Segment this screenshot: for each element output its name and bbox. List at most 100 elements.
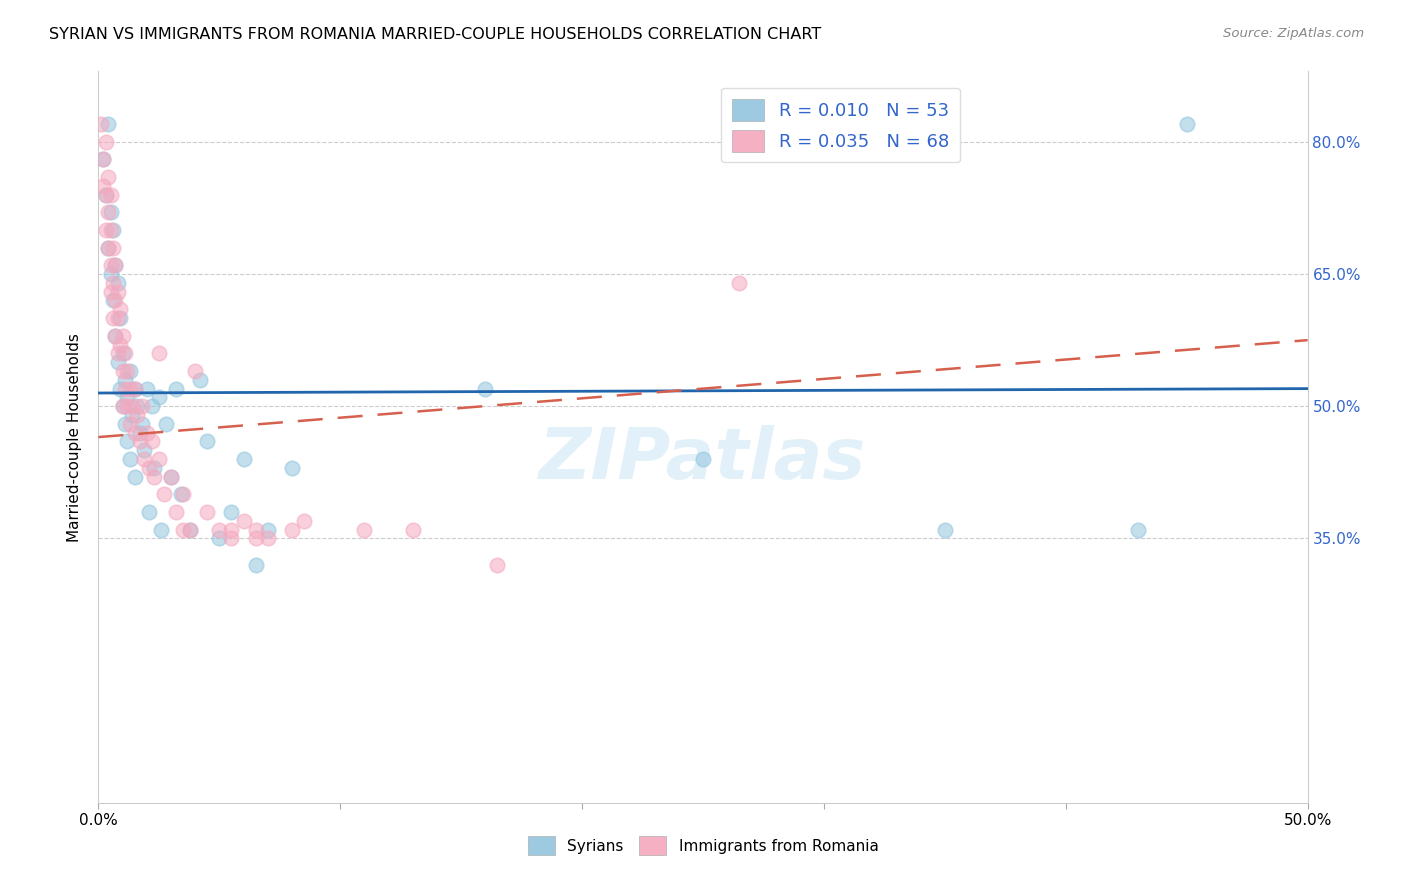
Point	[179, 523, 201, 537]
Point	[728, 276, 751, 290]
Point	[134, 452, 156, 467]
Point	[152, 487, 174, 501]
Point	[118, 382, 141, 396]
Point	[131, 417, 153, 431]
Point	[813, 135, 835, 149]
Point	[101, 293, 124, 308]
Point	[281, 523, 304, 537]
Point	[91, 153, 114, 167]
Point	[94, 187, 117, 202]
Point	[208, 523, 231, 537]
Point	[141, 434, 163, 449]
Point	[256, 532, 278, 546]
Point	[100, 205, 122, 219]
Point	[107, 346, 129, 360]
Point	[117, 434, 139, 449]
Point	[172, 487, 194, 501]
Point	[100, 187, 122, 202]
Point	[107, 285, 129, 299]
Point	[172, 523, 194, 537]
Point	[143, 461, 166, 475]
Legend: Syrians, Immigrants from Romania: Syrians, Immigrants from Romania	[522, 830, 884, 861]
Point	[104, 328, 127, 343]
Point	[128, 434, 150, 449]
Point	[108, 302, 131, 317]
Point	[160, 469, 183, 483]
Point	[148, 452, 170, 467]
Point	[111, 346, 134, 360]
Point	[221, 505, 243, 519]
Point	[128, 425, 150, 440]
Point	[111, 399, 134, 413]
Point	[91, 153, 114, 167]
Point	[124, 382, 146, 396]
Point	[155, 417, 177, 431]
Point	[179, 523, 201, 537]
Text: ZIPatlas: ZIPatlas	[540, 425, 866, 493]
Point	[104, 293, 127, 308]
Point	[245, 532, 267, 546]
Point	[474, 382, 496, 396]
Point	[97, 205, 120, 219]
Point	[114, 346, 136, 360]
Point	[221, 523, 243, 537]
Point	[138, 505, 160, 519]
Point	[97, 241, 120, 255]
Point	[486, 558, 509, 572]
Point	[118, 364, 141, 378]
Point	[195, 434, 218, 449]
Point	[292, 514, 315, 528]
Point	[148, 391, 170, 405]
Point	[107, 355, 129, 369]
Point	[134, 443, 156, 458]
Point	[135, 425, 157, 440]
Point	[100, 223, 122, 237]
Point	[169, 487, 191, 501]
Point	[91, 178, 114, 193]
Point	[195, 505, 218, 519]
Point	[138, 461, 160, 475]
Point	[121, 399, 143, 413]
Point	[118, 417, 141, 431]
Point	[281, 461, 304, 475]
Y-axis label: Married-couple Households: Married-couple Households	[67, 333, 83, 541]
Point	[127, 399, 149, 413]
Point	[114, 373, 136, 387]
Point	[135, 382, 157, 396]
Point	[108, 382, 131, 396]
Point	[124, 425, 146, 440]
Point	[934, 523, 956, 537]
Point	[104, 258, 127, 272]
Point	[100, 267, 122, 281]
Point	[232, 452, 254, 467]
Point	[101, 276, 124, 290]
Point	[117, 399, 139, 413]
Point	[208, 532, 231, 546]
Point	[100, 285, 122, 299]
Point	[90, 117, 112, 131]
Point	[141, 399, 163, 413]
Point	[111, 399, 134, 413]
Point	[97, 117, 120, 131]
Point	[100, 258, 122, 272]
Point	[165, 382, 187, 396]
Point	[148, 346, 170, 360]
Point	[107, 311, 129, 326]
Point	[104, 328, 127, 343]
Text: Source: ZipAtlas.com: Source: ZipAtlas.com	[1223, 27, 1364, 40]
Point	[188, 373, 211, 387]
Point	[160, 469, 183, 483]
Point	[104, 258, 127, 272]
Point	[117, 364, 139, 378]
Point	[97, 241, 120, 255]
Point	[221, 532, 243, 546]
Point	[127, 408, 149, 422]
Point	[184, 364, 207, 378]
Point	[111, 364, 134, 378]
Point	[108, 311, 131, 326]
Point	[118, 452, 141, 467]
Point	[124, 382, 146, 396]
Point	[402, 523, 425, 537]
Point	[256, 523, 278, 537]
Point	[150, 523, 173, 537]
